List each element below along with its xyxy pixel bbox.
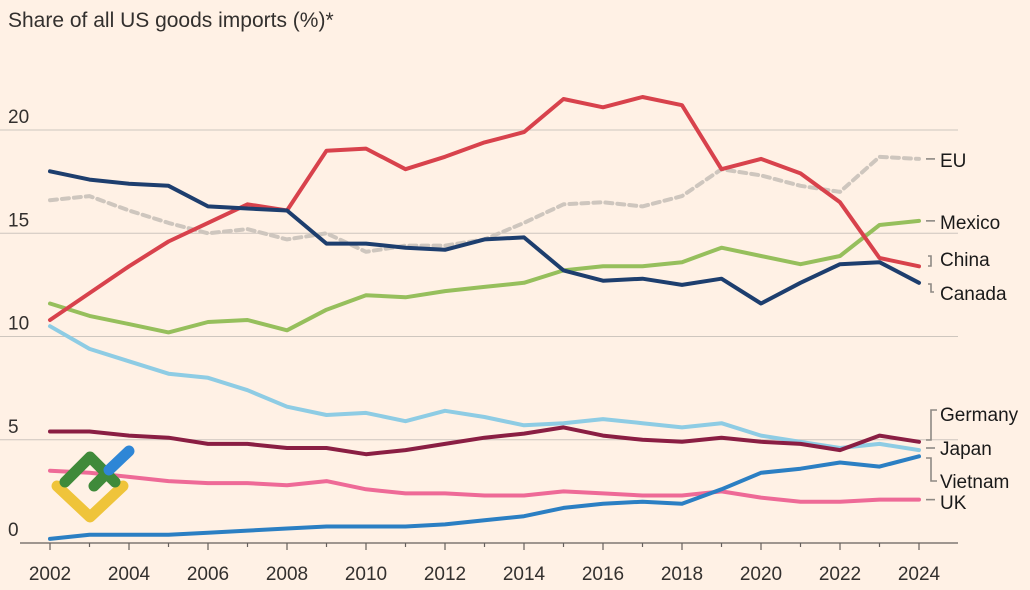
series-line-germany — [48, 324, 921, 453]
x-tick-label: 2006 — [187, 564, 229, 585]
series-lines — [48, 95, 921, 541]
legend-label-mexico: Mexico — [940, 213, 1000, 234]
legend-label-eu: EU — [940, 151, 966, 172]
x-tick-label: 2014 — [503, 564, 546, 585]
gridlines — [0, 129, 958, 544]
x-tick-label: 2020 — [740, 564, 782, 585]
series-line-japan — [48, 425, 921, 457]
legend-label-uk: UK — [940, 493, 967, 514]
x-tick-label: 2004 — [108, 564, 151, 585]
series-line-uk — [48, 468, 921, 504]
y-tick-label: 20 — [8, 107, 29, 128]
x-axis: 2002 2004 2006 2008 2010 2012 2014 2016 2018 2020… — [29, 543, 941, 585]
legend-connector-canada — [928, 283, 934, 293]
x-tick-label: 2008 — [266, 564, 308, 585]
legend-bracket-germany — [926, 409, 937, 441]
x-tick-label: 2010 — [345, 564, 387, 585]
chart-title: Share of all US goods imports (%)* — [8, 9, 334, 32]
x-tick-label: 2022 — [819, 564, 861, 585]
series-line-canada — [48, 169, 921, 306]
y-tick-label: 5 — [8, 417, 19, 438]
brand-logo-icon — [51, 445, 135, 523]
y-tick-label: 0 — [8, 520, 19, 541]
x-tick-label: 2012 — [424, 564, 466, 585]
legend-bracket-vietnam — [926, 457, 937, 482]
legend-label-vietnam: Vietnam — [940, 472, 1009, 493]
y-tick-label: 15 — [8, 210, 29, 231]
x-tick-label: 2016 — [582, 564, 624, 585]
y-tick-label: 10 — [8, 314, 29, 335]
legend-label-canada: Canada — [940, 284, 1007, 305]
series-line-china — [48, 95, 921, 322]
legend-connector-china — [928, 255, 932, 267]
legend-label-germany: Germany — [940, 405, 1019, 426]
x-tick-label: 2018 — [661, 564, 703, 585]
y-axis-ticks: 0 5 10 15 20 — [8, 107, 29, 541]
legend-label-japan: Japan — [940, 439, 992, 460]
x-tick-label: 2024 — [898, 564, 941, 585]
series-line-mexico — [48, 218, 921, 335]
series-line-vietnam — [48, 454, 921, 541]
legend-label-china: China — [940, 250, 990, 271]
x-tick-label: 2002 — [29, 564, 71, 585]
